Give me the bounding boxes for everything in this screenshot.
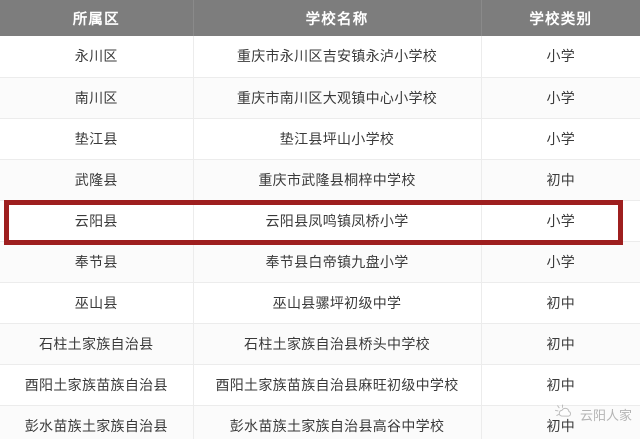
cell-school-type: 初中 — [480, 159, 640, 201]
table-header-row: 所属区 学校名称 学校类别 — [0, 0, 640, 36]
column-header-school-name: 学校名称 — [192, 0, 481, 36]
cell-district: 垫江县 — [0, 118, 193, 160]
table-row[interactable]: 彭水苗族土家族自治县 彭水苗族土家族自治县高谷中学校 初中 — [0, 405, 640, 439]
cell-school-name: 酉阳土家族苗族自治县麻旺初级中学校 — [192, 364, 481, 406]
cell-district: 彭水苗族土家族自治县 — [24, 417, 168, 434]
table-row[interactable]: 石柱土家族自治县 石柱土家族自治县桥头中学校 初中 — [0, 323, 640, 365]
cell-school-type: 小学 — [480, 200, 640, 242]
cell-school-type: 小学 — [480, 36, 640, 78]
cell-school-name: 奉节县白帝镇九盘小学 — [192, 241, 481, 283]
table-row[interactable]: 武隆县 重庆市武隆县桐梓中学校 初中 — [0, 159, 640, 201]
cell-district: 永川区 — [0, 36, 193, 78]
cell-school-name: 重庆市南川区大观镇中心小学校 — [192, 77, 481, 119]
cell-school-type: 初中 — [480, 364, 640, 406]
cell-school-type: 初中 — [480, 282, 640, 324]
table-row[interactable]: 南川区 重庆市南川区大观镇中心小学校 小学 — [0, 77, 640, 119]
cell-school-name: 重庆市永川区吉安镇永泸小学校 — [192, 36, 481, 78]
cell-district: 石柱土家族自治县 — [0, 323, 193, 365]
cell-school-name: 云阳县凤鸣镇凤桥小学 — [192, 200, 481, 242]
cell-school-name: 石柱土家族自治县桥头中学校 — [192, 323, 481, 365]
column-header-school-type: 学校类别 — [480, 0, 640, 36]
table-row[interactable]: 奉节县 奉节县白帝镇九盘小学 小学 — [0, 241, 640, 283]
cell-district: 巫山县 — [0, 282, 193, 324]
table-row[interactable]: 酉阳土家族苗族自治县 酉阳土家族苗族自治县麻旺初级中学校 初中 — [0, 364, 640, 406]
table-body: 永川区 重庆市永川区吉安镇永泸小学校 小学 南川区 重庆市南川区大观镇中心小学校… — [0, 36, 640, 439]
cell-school-type: 初中 — [480, 405, 640, 439]
table-header: 所属区 学校名称 学校类别 — [0, 0, 640, 36]
cell-school-name: 彭水苗族土家族自治县高谷中学校 — [192, 405, 481, 439]
cell-district: 武隆县 — [0, 159, 193, 201]
cell-school-type: 初中 — [480, 323, 640, 365]
cell-district: 酉阳土家族苗族自治县 — [0, 364, 193, 406]
table-row-highlighted[interactable]: 云阳县 云阳县凤鸣镇凤桥小学 小学 — [0, 200, 640, 242]
cell-school-name: 巫山县骡坪初级中学 — [192, 282, 481, 324]
cell-school-name: 垫江县坪山小学校 — [192, 118, 481, 160]
cell-school-type: 小学 — [480, 241, 640, 283]
cell-district: 奉节县 — [0, 241, 193, 283]
table-row[interactable]: 垫江县 垫江县坪山小学校 小学 — [0, 118, 640, 160]
table-row[interactable]: 巫山县 巫山县骡坪初级中学 初中 — [0, 282, 640, 324]
cell-district: 云阳县 — [0, 200, 193, 242]
cell-district: 南川区 — [0, 77, 193, 119]
cell-school-type: 小学 — [480, 77, 640, 119]
column-header-district: 所属区 — [72, 11, 120, 28]
cell-school-type: 小学 — [480, 118, 640, 160]
cell-school-name: 重庆市武隆县桐梓中学校 — [192, 159, 481, 201]
table-row[interactable]: 永川区 重庆市永川区吉安镇永泸小学校 小学 — [0, 36, 640, 78]
